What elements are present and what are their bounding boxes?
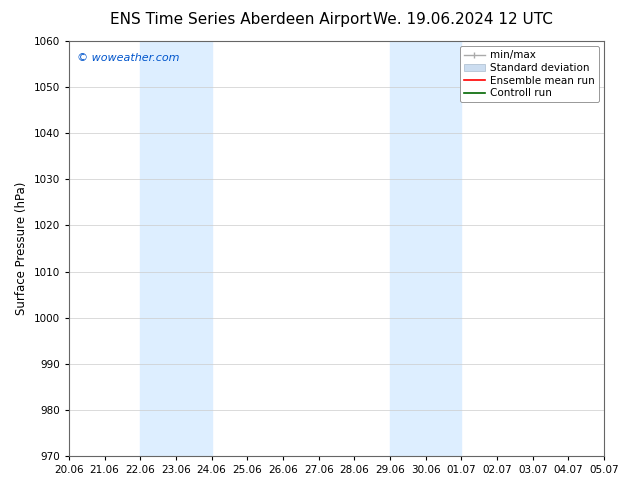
Legend: min/max, Standard deviation, Ensemble mean run, Controll run: min/max, Standard deviation, Ensemble me… (460, 46, 599, 102)
Text: We. 19.06.2024 12 UTC: We. 19.06.2024 12 UTC (373, 12, 553, 27)
Y-axis label: Surface Pressure (hPa): Surface Pressure (hPa) (15, 182, 28, 315)
Text: © woweather.com: © woweather.com (77, 53, 179, 64)
Bar (390, 41, 462, 456)
Text: ENS Time Series Aberdeen Airport: ENS Time Series Aberdeen Airport (110, 12, 372, 27)
Bar (140, 41, 212, 456)
